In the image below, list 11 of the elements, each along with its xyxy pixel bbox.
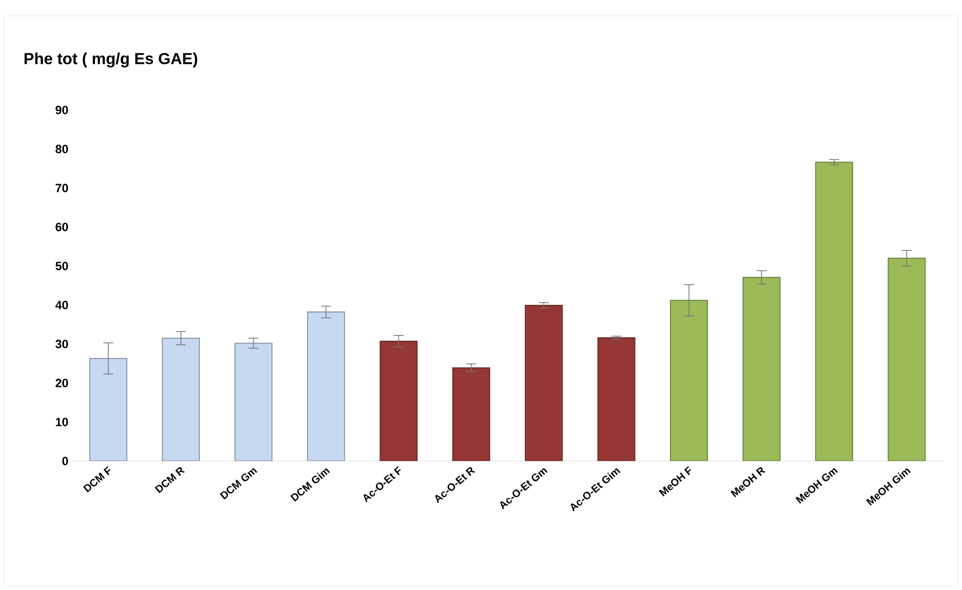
y-tick-label: 90 bbox=[56, 106, 68, 114]
y-tick-label: 40 bbox=[55, 300, 68, 310]
y-tick-label: 10 bbox=[56, 418, 68, 426]
y-tick-label: 70 bbox=[56, 184, 68, 192]
chart-title: Phe tot ( mg/g Es GAE) bbox=[24, 52, 198, 68]
y-tick-label: 60 bbox=[56, 222, 68, 232]
y-tick-label: 20 bbox=[56, 378, 68, 388]
y-tick-label: 50 bbox=[56, 262, 68, 270]
y-tick-label: 30 bbox=[55, 340, 68, 348]
y-tick-label: 0 bbox=[62, 456, 68, 466]
y-tick-label: 80 bbox=[56, 144, 68, 154]
